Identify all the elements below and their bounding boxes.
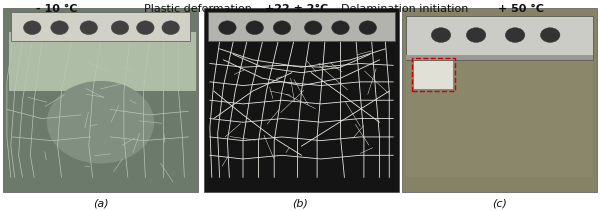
Ellipse shape <box>304 21 322 35</box>
Bar <box>204 8 399 192</box>
FancyBboxPatch shape <box>208 12 395 42</box>
Ellipse shape <box>137 21 154 35</box>
Text: +22 ± 2°C: +22 ± 2°C <box>265 4 329 14</box>
Text: + 50 °C: + 50 °C <box>498 4 544 14</box>
FancyBboxPatch shape <box>9 32 196 91</box>
Ellipse shape <box>246 21 263 35</box>
Ellipse shape <box>541 28 560 42</box>
Bar <box>406 45 593 177</box>
Ellipse shape <box>505 28 525 42</box>
FancyBboxPatch shape <box>11 12 190 42</box>
FancyBboxPatch shape <box>406 16 593 60</box>
Bar <box>402 8 597 192</box>
Bar <box>3 8 198 192</box>
Ellipse shape <box>47 81 154 164</box>
Text: (a): (a) <box>93 199 109 209</box>
Ellipse shape <box>23 21 41 35</box>
Ellipse shape <box>162 21 179 35</box>
Text: (c): (c) <box>493 199 507 209</box>
Ellipse shape <box>359 21 377 35</box>
Text: Delamination initiation: Delamination initiation <box>341 4 469 14</box>
Ellipse shape <box>273 21 291 35</box>
Text: - 10 °C: - 10 °C <box>36 4 78 14</box>
Ellipse shape <box>332 21 349 35</box>
Ellipse shape <box>466 28 486 42</box>
Ellipse shape <box>111 21 129 35</box>
FancyBboxPatch shape <box>414 60 453 89</box>
Ellipse shape <box>431 28 451 42</box>
Bar <box>406 55 593 60</box>
Text: Plastic deformation: Plastic deformation <box>144 4 252 14</box>
Ellipse shape <box>51 21 68 35</box>
Ellipse shape <box>218 21 236 35</box>
Ellipse shape <box>80 21 98 35</box>
Text: (b): (b) <box>292 199 308 209</box>
